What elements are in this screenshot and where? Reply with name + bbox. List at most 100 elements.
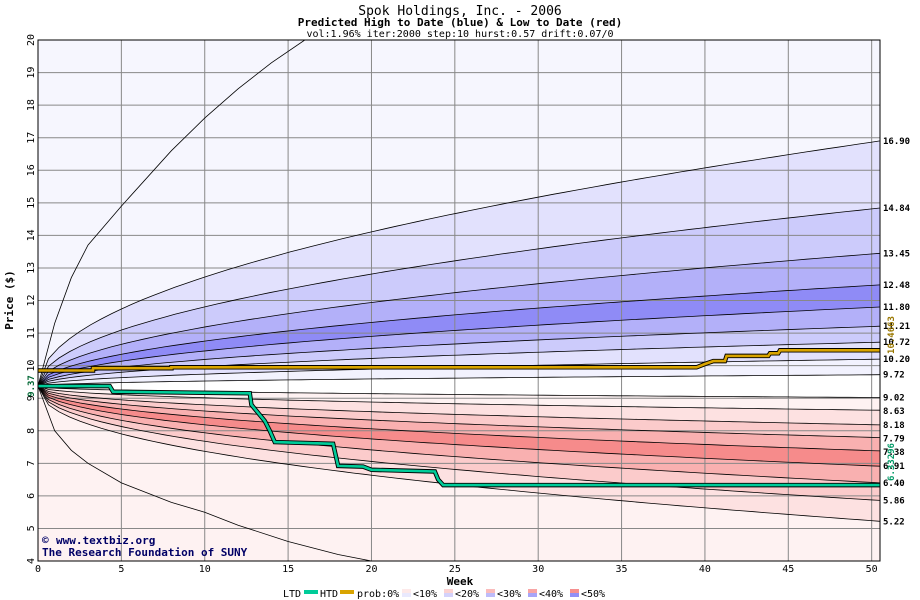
legend-htd-swatch [340,590,354,594]
level-line [38,385,880,467]
credit-copyright-icon: © [42,534,49,547]
legend-item-label: <40% [539,589,563,600]
low-band [38,386,880,501]
level-line [38,284,880,387]
high-band [38,140,880,387]
legend-item: <30% [486,589,521,600]
y-tick-label: 19 [26,67,37,79]
credit-org: The Research Foundation of SUNY [42,546,248,559]
low-band [38,386,880,451]
level-label: 10.20 [883,355,910,365]
x-tick-label: 45 [782,564,794,575]
low-band [38,386,880,467]
level-label: 10.72 [883,338,910,348]
legend-item-swatch-blue [444,593,453,597]
level-line [38,385,880,426]
high-outer-band [38,40,880,387]
legend-prob-label: prob:0% [357,589,399,600]
x-tick-label: 35 [616,564,628,575]
x-tick-label: 30 [532,564,544,575]
legend-item-label: <30% [497,589,521,600]
level-label: 8.18 [883,421,905,431]
y-tick-label: 10 [26,360,37,372]
y-tick-label: 15 [26,197,37,209]
plot-clipped [38,40,880,561]
low-band [38,386,880,483]
high-band [38,342,880,387]
high-band [38,208,880,387]
y-tick-label: 14 [26,229,37,241]
legend-item-swatch-blue [402,593,411,597]
legend-ltd-label: LTD [283,589,301,600]
chart-subtitle: Predicted High to Date (blue) & Low to D… [298,16,623,29]
level-label: 11.80 [883,303,910,313]
high-band [38,284,880,387]
y-tick-label: 17 [26,132,37,144]
low-band [38,386,880,438]
x-tick-label: 25 [449,564,461,575]
legend-item-swatch-red [444,589,453,593]
y-axis-label: Price ($) [3,270,16,330]
y-tick-label: 12 [26,294,37,306]
low-outer-band [38,386,880,561]
level-label: 6.40 [883,479,905,489]
low-band [38,386,880,425]
x-tick-label: 20 [365,564,377,575]
x-tick-label: 10 [199,564,211,575]
level-label: 5.86 [883,496,905,506]
level-line [38,385,880,484]
legend-item-label: <10% [413,589,437,600]
legend-htd-label: HTD [320,589,338,600]
legend-item: <20% [444,589,479,600]
y-tick-label: 20 [26,34,37,46]
y-tick-label: 6 [26,493,37,499]
level-line [38,140,880,387]
ltd-series [38,384,880,487]
level-label: 11.21 [883,322,910,332]
level-label: 9.72 [883,371,905,381]
legend: LTD HTD prob:0% <10% <20% <30% <40% <50% [283,589,605,600]
level-label: 14.84 [883,204,911,214]
level-label: 7.79 [883,434,905,444]
legend-item-label: <20% [455,589,479,600]
chart-params: vol:1.96% iter:2000 step:10 hurst:0.57 d… [306,29,613,40]
level-label: 16.90 [883,137,910,147]
x-axis-label: Week [447,575,474,588]
level-line [38,385,880,438]
level-label: 9.02 [883,394,905,404]
chart-title: Spok Holdings, Inc. - 2006 [358,4,562,19]
x-tick-label: 50 [866,564,878,575]
level-label: 13.45 [883,249,910,259]
y-tick-label: 5 [26,525,37,531]
level-line [38,207,880,387]
legend-item-swatch-red [528,589,537,593]
level-line [38,306,880,387]
x-tick-label: 0 [35,564,41,575]
high-band [38,253,880,387]
y-tick-label: 18 [26,99,37,111]
legend-item: <10% [402,589,437,600]
level-label: 8.63 [883,407,905,417]
credit: © www.textbiz.org The Research Foundatio… [42,534,248,559]
level-line [38,374,880,387]
htd-end-label: 10.4663 [887,316,897,354]
y-tick-label: 7 [26,460,37,466]
legend-item-swatch-red [486,589,495,593]
x-tick-label: 40 [699,564,711,575]
htd-series [38,348,880,372]
high-band [38,326,880,387]
level-line [38,252,880,387]
legend-item: <50% [570,589,605,600]
high-outer-curve [38,40,306,387]
legend-item-swatch-blue [528,593,537,597]
high-band [38,307,880,387]
ltd-end-label: 6.33296 [887,443,897,481]
x-tick-label: 5 [118,564,124,575]
credit-url: www.textbiz.org [56,534,155,547]
y-tick-label: 13 [26,262,37,274]
legend-item-swatch-red [570,589,579,593]
start-price-label: 9.37 [27,375,37,397]
legend-ltd-swatch [304,590,318,594]
legend-item-label: <50% [581,589,605,600]
